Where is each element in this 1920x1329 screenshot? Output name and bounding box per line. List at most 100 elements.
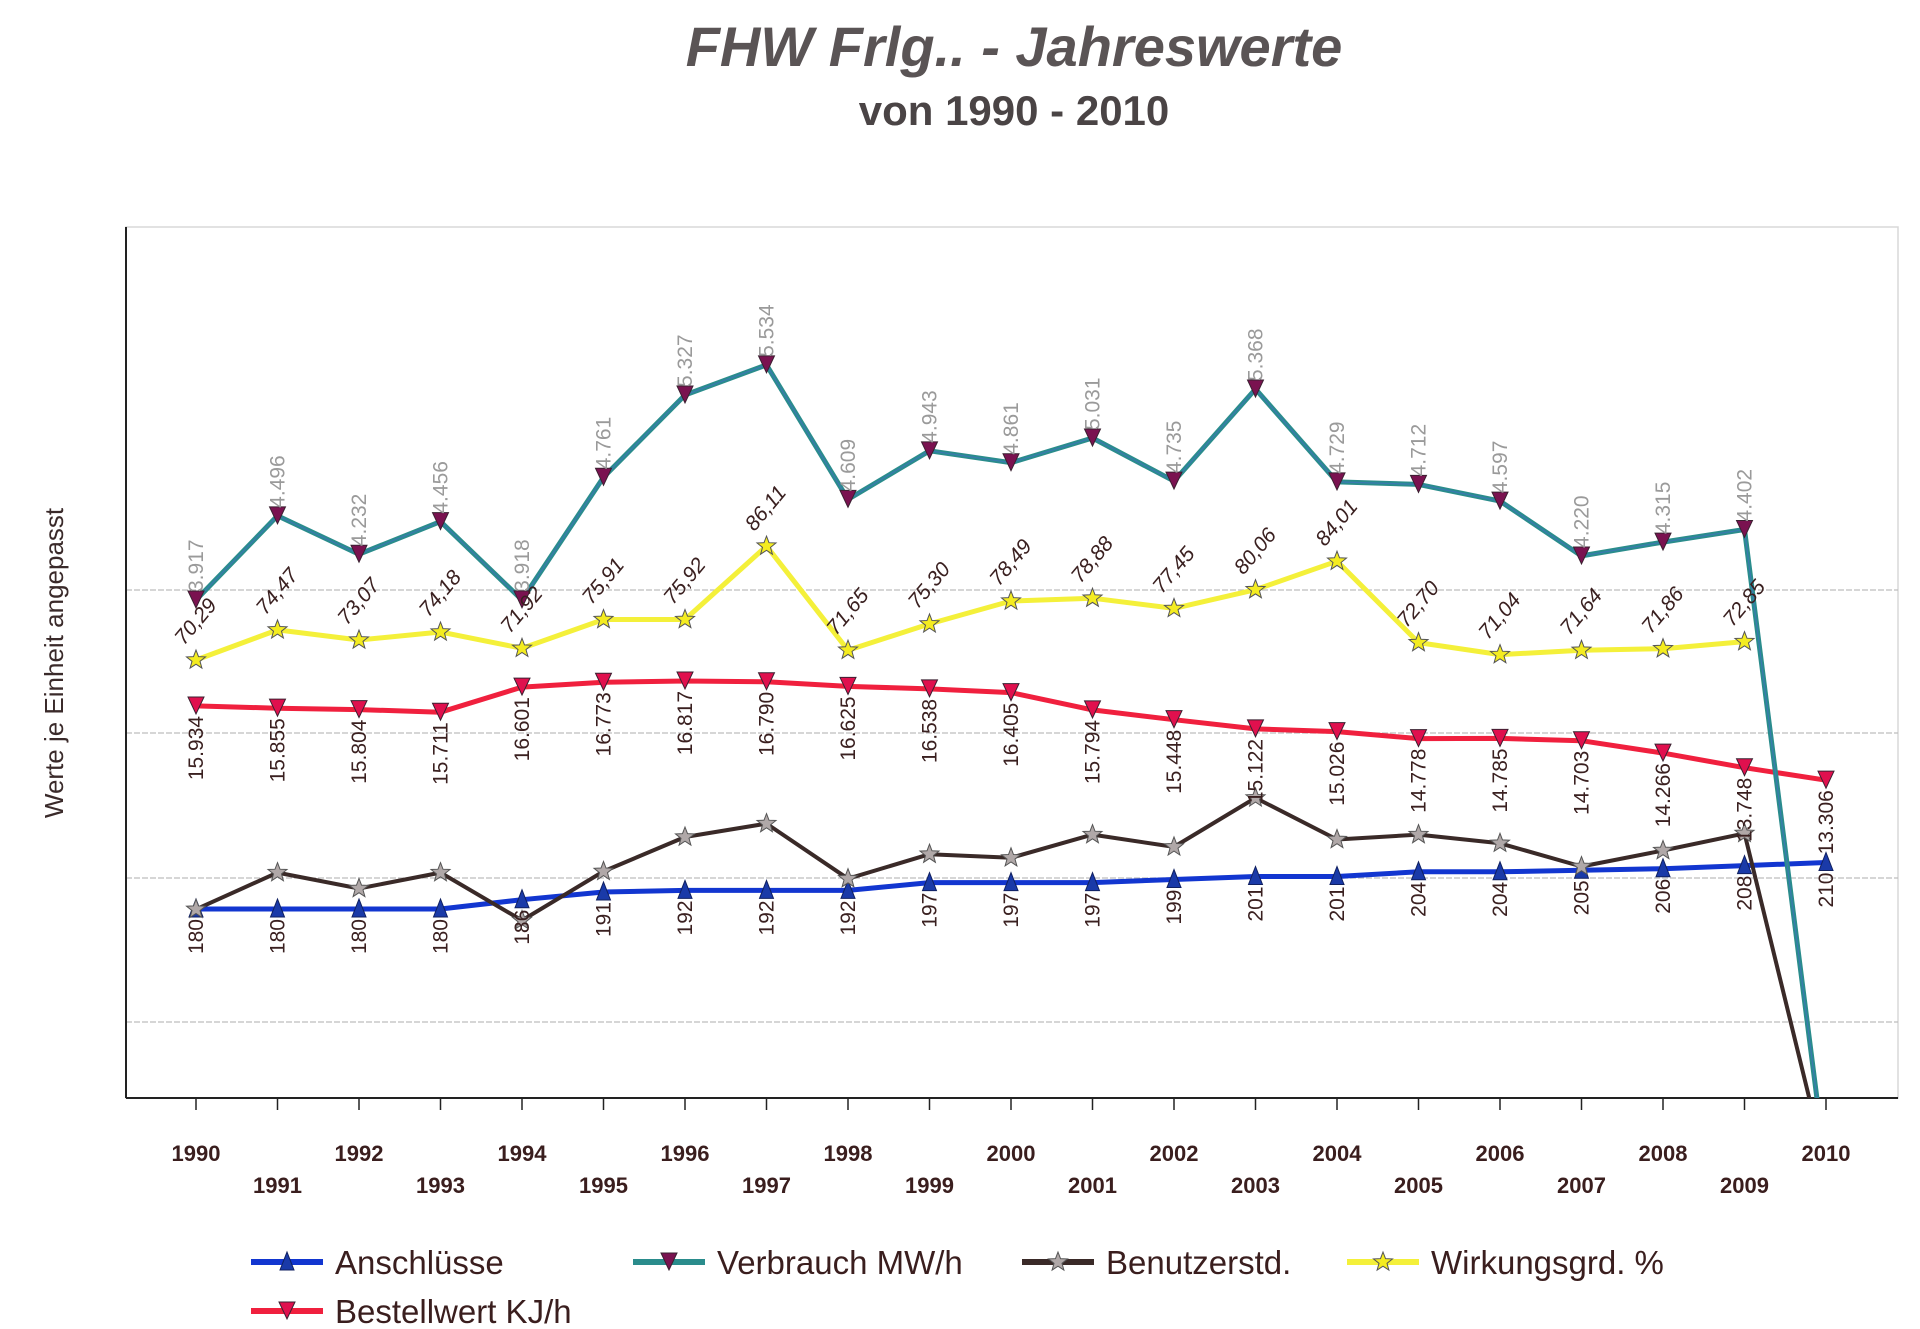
- chart-title: FHW Frlg.. - Jahreswerte: [686, 15, 1343, 78]
- legend-item-wirkungsgrad: Wirkungsgrd. %: [1347, 1244, 1664, 1281]
- data-label-anschluesse: 197: [919, 893, 942, 928]
- y-axis-label: Werte je Einheit angepasst: [39, 507, 69, 818]
- x-tick-label: 1994: [498, 1141, 548, 1166]
- marker-star: [755, 812, 778, 833]
- marker-triangle-down: [1328, 472, 1346, 492]
- marker-star: [185, 897, 207, 919]
- marker-triangle-down: [1002, 453, 1020, 472]
- marker-triangle-down: [1817, 770, 1835, 790]
- plot-frame: [125, 226, 1899, 1099]
- marker-triangle-down: [920, 679, 939, 699]
- marker-triangle-down: [1409, 474, 1428, 494]
- data-label-wirkungsgrad: 86,11: [741, 481, 791, 535]
- marker-star: [1489, 643, 1511, 664]
- marker-triangle-down: [839, 676, 857, 696]
- legend-label: Benutzerstd.: [1106, 1244, 1291, 1281]
- data-label-verbrauch: 4.943: [919, 390, 942, 443]
- data-label-wirkungsgrad: 84,01: [1311, 495, 1362, 550]
- chart-subtitle: von 1990 - 2010: [859, 87, 1170, 134]
- data-label-verbrauch: 5.368: [1245, 328, 1268, 381]
- marker-triangle-down: [594, 467, 613, 487]
- marker-triangle-down: [1165, 471, 1183, 491]
- data-label-verbrauch: 4.232: [348, 494, 371, 547]
- marker-star: [1372, 1250, 1394, 1272]
- marker-star: [1489, 831, 1511, 853]
- data-label-verbrauch: 4.315: [1652, 482, 1675, 535]
- marker-triangle-down: [350, 544, 368, 564]
- data-label-bestellwert: 15.804: [348, 719, 371, 784]
- x-tick-label: 1997: [742, 1173, 791, 1198]
- marker-triangle-down: [1083, 428, 1102, 448]
- marker-triangle-down: [1083, 700, 1102, 720]
- x-tick-label: 1992: [335, 1141, 384, 1166]
- legend-item-bestellwert: Bestellwert KJ/h: [251, 1293, 572, 1329]
- legend-label: Bestellwert KJ/h: [335, 1293, 572, 1329]
- data-label-anschluesse: 192: [674, 900, 697, 935]
- series-benutzerstd: [185, 786, 1812, 1098]
- x-ticks: 1990 1991 1992 1993 1994 1995 1996 1997 1998 1999…: [172, 1098, 1850, 1198]
- marker-star: [1081, 823, 1104, 844]
- marker-triangle-down: [1246, 379, 1265, 399]
- marker-triangle-down: [278, 1301, 296, 1321]
- marker-star: [1047, 1250, 1069, 1272]
- marker-triangle-down: [1002, 683, 1020, 702]
- marker-triangle-up: [514, 888, 530, 909]
- x-tick-label: 1991: [253, 1173, 302, 1198]
- data-label-bestellwert: 15.934: [185, 716, 208, 781]
- data-label-bestellwert: 16.601: [511, 697, 534, 761]
- marker-star: [837, 867, 859, 888]
- data-label-anschluesse: 206: [1652, 879, 1675, 914]
- x-tick-label: 1999: [905, 1173, 954, 1198]
- data-label-wirkungsgrad: 71,86: [1637, 583, 1689, 638]
- marker-triangle-down: [513, 590, 531, 610]
- marker-triangle-down: [513, 677, 531, 697]
- marker-star: [1407, 823, 1430, 844]
- marker-triangle-down: [431, 702, 450, 722]
- data-label-bestellwert: 16.405: [1000, 703, 1023, 767]
- marker-triangle-up: [758, 879, 775, 899]
- data-label-verbrauch: 4.456: [430, 461, 453, 514]
- marker-triangle-down: [660, 1252, 678, 1272]
- data-label-anschluesse: 197: [1000, 893, 1023, 928]
- data-label-anschluesse: 201: [1326, 886, 1349, 921]
- marker-star: [1244, 578, 1267, 599]
- marker-star: [1244, 786, 1267, 808]
- data-label-wirkungsgrad: 72,85: [1719, 575, 1771, 630]
- data-label-bestellwert: 13.306: [1815, 790, 1838, 854]
- data-label-bestellwert: 13.748: [1734, 778, 1757, 842]
- data-label-verbrauch: 4.712: [1408, 424, 1431, 477]
- marker-triangle-down: [268, 698, 287, 718]
- data-label-anschluesse: 180: [185, 919, 208, 954]
- marker-star: [1652, 839, 1674, 860]
- marker-star: [185, 648, 207, 670]
- marker-star: [674, 608, 696, 629]
- marker-triangle-up: [595, 880, 612, 901]
- data-label-bestellwert: 14.785: [1489, 748, 1512, 812]
- marker-triangle-up: [1736, 854, 1753, 875]
- data-label-bestellwert: 16.790: [756, 692, 779, 756]
- marker-star: [348, 877, 370, 898]
- data-label-wirkungsgrad: 72,70: [1393, 577, 1445, 632]
- marker-star: [1652, 637, 1674, 658]
- marker-star: [1081, 586, 1104, 608]
- marker-triangle-down: [1491, 728, 1509, 748]
- marker-triangle-up: [921, 871, 938, 892]
- marker-triangle-up: [1084, 871, 1101, 892]
- legend-item-verbrauch: Verbrauch MW/h: [633, 1244, 963, 1281]
- data-label-anschluesse: 180: [267, 919, 290, 954]
- marker-triangle-down: [187, 696, 205, 716]
- data-label-verbrauch: 4.735: [1163, 421, 1186, 474]
- data-label-verbrauch: 4.861: [1000, 402, 1023, 455]
- marker-triangle-up: [269, 897, 286, 918]
- marker-star: [1733, 821, 1756, 843]
- data-label-bestellwert: 16.538: [919, 699, 942, 763]
- data-label-bestellwert: 15.794: [1082, 720, 1105, 785]
- plot-area: 1990 1991 1992 1993 1994 1995 1996 1997 1998 1999…: [125, 226, 1899, 1198]
- marker-star: [592, 859, 615, 881]
- data-label-verbrauch: 3.917: [185, 539, 208, 592]
- marker-star: [511, 636, 533, 658]
- data-label-verbrauch: 4.729: [1326, 421, 1349, 474]
- x-tick-label: 2006: [1476, 1141, 1525, 1166]
- marker-triangle-up: [1818, 851, 1834, 871]
